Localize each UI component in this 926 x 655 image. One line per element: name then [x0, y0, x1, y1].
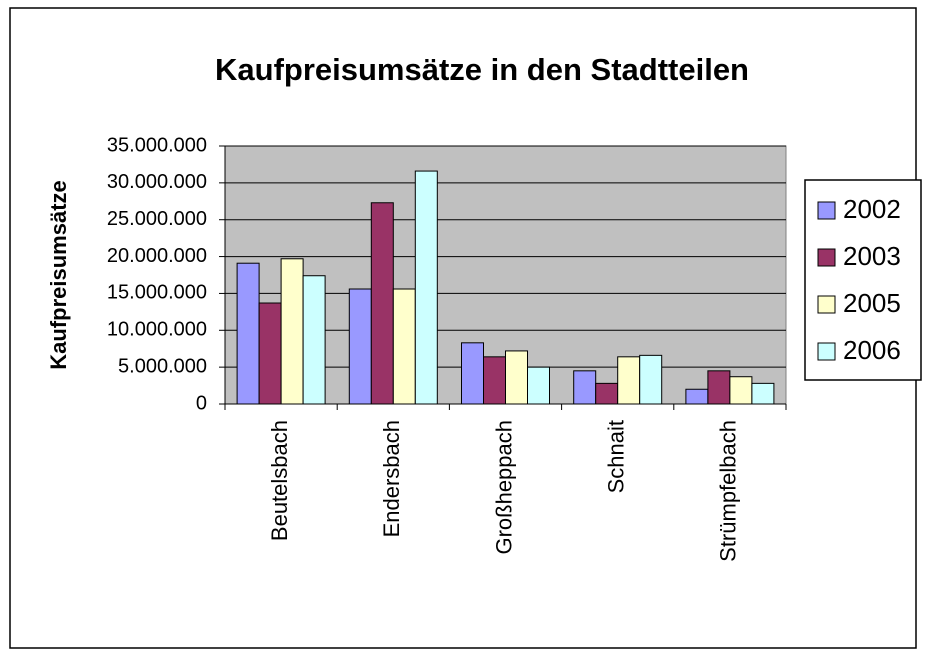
legend-label: 2003 — [843, 241, 901, 271]
y-tick-label: 30.000.000 — [107, 171, 207, 193]
y-tick-label: 25.000.000 — [107, 208, 207, 230]
x-tick-label: Schnait — [604, 420, 629, 493]
bar — [617, 356, 641, 405]
bar — [280, 258, 304, 405]
bar — [707, 370, 731, 405]
bar — [258, 302, 282, 405]
bar — [461, 342, 484, 405]
y-tick-label: 20.000.000 — [107, 245, 207, 267]
y-tick-label: 10.000.000 — [107, 319, 207, 341]
y-tick-label: 0 — [196, 392, 207, 414]
bar — [527, 366, 550, 405]
bar — [595, 382, 619, 405]
legend-swatch — [817, 295, 836, 314]
chart-title: Kaufpreisumsätze in den Stadtteilen — [215, 52, 749, 87]
x-tick-label: Beutelsbach — [267, 420, 292, 541]
bar — [505, 350, 528, 405]
legend-label: 2005 — [843, 288, 901, 318]
legend-swatch — [817, 248, 836, 267]
bar — [639, 354, 663, 405]
x-tick-label: Großheppach — [491, 420, 516, 555]
bar — [729, 376, 753, 405]
bar — [302, 275, 326, 405]
bar — [348, 288, 372, 405]
legend-swatch — [817, 201, 836, 220]
bar — [573, 370, 597, 405]
x-tick-label: Strümpfelbach — [716, 420, 741, 562]
legend-label: 2002 — [843, 194, 901, 224]
y-tick-label: 15.000.000 — [107, 282, 207, 304]
bar — [483, 356, 506, 405]
legend-swatch — [817, 342, 836, 361]
y-tick-label: 35.000.000 — [107, 134, 207, 156]
bar — [685, 388, 709, 405]
bar — [751, 382, 775, 405]
bar — [236, 262, 260, 405]
bar — [392, 288, 416, 405]
x-tick-label: Endersbach — [379, 420, 404, 537]
bar — [370, 202, 394, 405]
legend-label: 2006 — [843, 335, 901, 365]
y-tick-label: 5.000.000 — [118, 355, 207, 377]
bar — [414, 170, 438, 405]
y-axis-label: Kaufpreisumsätze — [46, 180, 71, 370]
